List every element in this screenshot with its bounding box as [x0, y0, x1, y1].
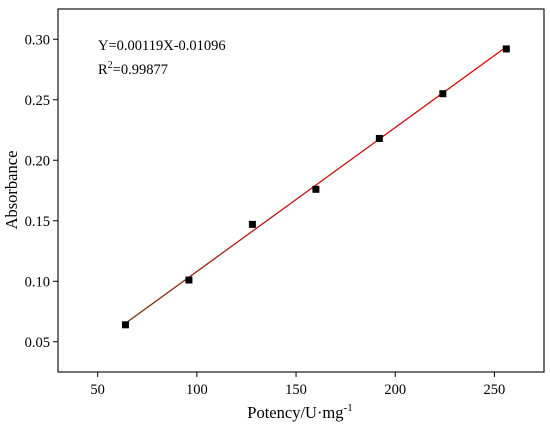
x-tick-label: 50	[90, 382, 105, 398]
plot-frame	[57, 8, 545, 373]
data-points	[121, 45, 510, 329]
x-tick-label: 150	[285, 382, 307, 398]
y-tick-label: 0.05	[25, 335, 50, 351]
y-axis-ticks: 0.05 0.10 0.15 0.20 0.25 0.30	[25, 32, 58, 351]
data-point	[185, 276, 193, 284]
y-tick-label: 0.25	[25, 93, 50, 109]
data-point	[312, 185, 320, 193]
fit-line	[125, 46, 507, 324]
y-tick-label: 0.30	[25, 32, 50, 48]
data-point	[121, 321, 129, 329]
data-point	[375, 134, 383, 142]
y-tick-label: 0.15	[25, 214, 50, 230]
y-tick-label: 0.10	[25, 274, 50, 290]
x-tick-label: 250	[484, 382, 506, 398]
x-axis-title: Potency/U·mg-1	[247, 402, 352, 422]
x-axis-ticks: 50 100 150 200 250	[90, 372, 505, 398]
equation-annotation: Y=0.00119X-0.01096	[98, 38, 226, 54]
y-axis-title: Absorbance	[2, 151, 21, 230]
data-point	[502, 45, 510, 53]
x-tick-label: 100	[186, 382, 208, 398]
x-tick-label: 200	[384, 382, 406, 398]
data-point	[248, 220, 256, 228]
y-tick-label: 0.20	[25, 153, 50, 169]
r-squared-annotation: R2=0.99877	[98, 60, 168, 78]
data-point	[439, 90, 447, 98]
